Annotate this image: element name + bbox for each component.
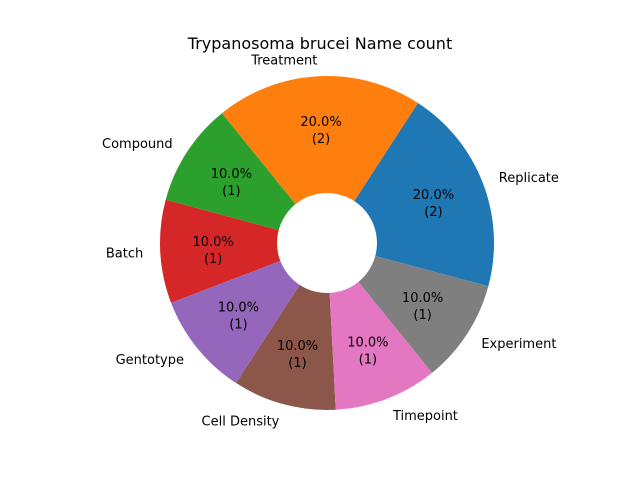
slice-label-treatment: Treatment — [250, 53, 317, 68]
count-label-gentotype: (1) — [229, 318, 247, 333]
count-label-cell-density: (1) — [288, 356, 306, 371]
percent-label-cell-density: 10.0% — [277, 339, 318, 354]
slice-experiment — [327, 243, 489, 373]
count-label-compound: (1) — [222, 184, 240, 199]
percent-label-treatment: 20.0% — [300, 115, 341, 130]
slice-batch — [159, 199, 327, 303]
slice-label-cell-density: Cell Density — [202, 415, 280, 430]
percent-label-batch: 10.0% — [192, 235, 233, 250]
count-label-batch: (1) — [204, 252, 222, 267]
percent-label-compound: 10.0% — [211, 167, 252, 182]
pie-labels: Replicate 20.0% (2) Treatment 20.0% (2) Compou… — [102, 53, 559, 429]
slice-treatment — [221, 75, 418, 243]
donut-hole — [277, 193, 377, 293]
percent-label-replicate: 20.0% — [413, 188, 454, 203]
count-label-replicate: (2) — [424, 205, 442, 220]
count-label-timepoint: (1) — [359, 352, 377, 367]
count-label-treatment: (2) — [312, 132, 330, 147]
percent-label-experiment: 10.0% — [402, 291, 443, 306]
slice-label-timepoint: Timepoint — [392, 409, 458, 424]
slice-label-batch: Batch — [106, 247, 143, 262]
percent-label-timepoint: 10.0% — [347, 335, 388, 350]
chart-title: Trypanosoma brucei Name count — [187, 34, 452, 53]
slice-compound — [165, 113, 327, 244]
count-label-experiment: (1) — [413, 308, 431, 323]
slice-label-experiment: Experiment — [481, 337, 556, 352]
pie-slices — [159, 75, 494, 410]
slice-gentotype — [171, 243, 327, 384]
percent-label-gentotype: 10.0% — [218, 301, 259, 316]
slice-label-replicate: Replicate — [499, 171, 559, 186]
slice-label-compound: Compound — [102, 137, 173, 152]
slice-label-gentotype: Gentotype — [116, 353, 184, 368]
